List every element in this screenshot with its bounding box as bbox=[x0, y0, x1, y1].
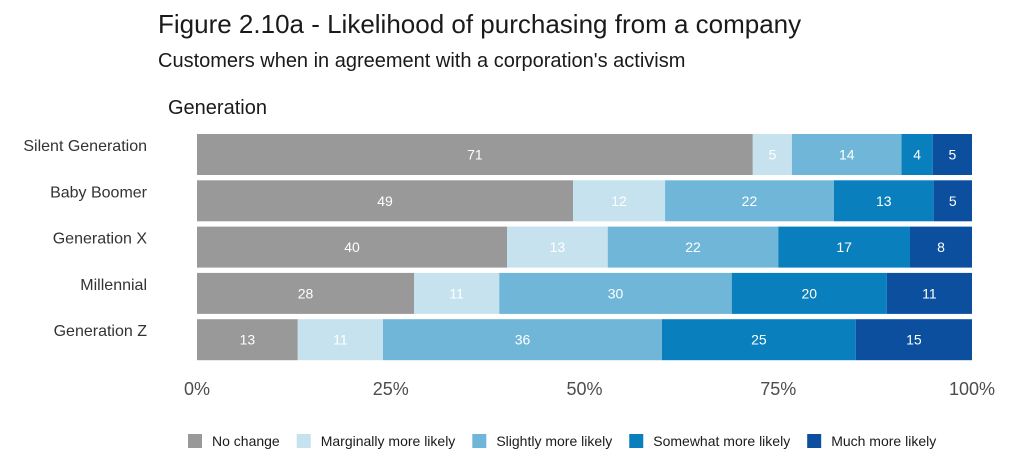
bar-segment-1-3 bbox=[833, 180, 934, 222]
legend-swatch bbox=[629, 434, 644, 448]
bar-value-label: 5 bbox=[768, 147, 776, 163]
bar-segment-1-0 bbox=[197, 180, 573, 222]
bar-value-label: 49 bbox=[377, 193, 393, 209]
bar-value-label: 15 bbox=[906, 332, 922, 348]
bar-value-label: 5 bbox=[949, 147, 957, 163]
bar-value-label: 30 bbox=[608, 285, 624, 301]
legend-label: Slightly more likely bbox=[496, 433, 612, 449]
bar-value-label: 22 bbox=[742, 193, 758, 209]
bar-segment-3-4 bbox=[886, 272, 972, 314]
bar-value-label: 11 bbox=[333, 332, 348, 348]
bar-segment-4-3 bbox=[662, 319, 856, 361]
bar-value-label: 12 bbox=[611, 193, 627, 209]
legend: No change Marginally more likely Slightly … bbox=[188, 433, 936, 449]
category-label: Generation Z bbox=[54, 323, 148, 340]
bar-segment-0-1 bbox=[752, 134, 792, 175]
bar-value-label: 13 bbox=[240, 332, 256, 348]
bar-value-label: 8 bbox=[937, 239, 945, 255]
bar-segment-4-0 bbox=[197, 319, 298, 361]
bar-value-label: 13 bbox=[550, 239, 566, 255]
chart-title: Figure 2.10a - Likelihood of purchasing … bbox=[158, 9, 801, 39]
bar-value-label: 13 bbox=[876, 193, 892, 209]
category-label: Baby Boomer bbox=[50, 184, 148, 201]
legend-label: No change bbox=[212, 433, 280, 449]
bar-segment-2-4 bbox=[910, 226, 972, 268]
facet-label: Generation bbox=[168, 97, 267, 119]
x-tick-label: 50% bbox=[566, 379, 602, 399]
category-label: Generation X bbox=[53, 231, 148, 248]
legend-swatch bbox=[807, 434, 822, 448]
bar-value-label: 5 bbox=[949, 193, 957, 209]
bar-segment-0-4 bbox=[932, 134, 972, 175]
category-label: Silent Generation bbox=[23, 138, 147, 155]
x-tick-label: 100% bbox=[949, 379, 995, 399]
bar-segment-0-2 bbox=[791, 134, 902, 175]
bar-value-label: 17 bbox=[836, 239, 852, 255]
legend-label: Marginally more likely bbox=[321, 433, 456, 449]
legend-label: Much more likely bbox=[831, 433, 936, 449]
bars-group: 71 5 14 4 5 49 12 22 13 5 40 13 22 17 8 28 11 30 20 11 13 11 3… bbox=[197, 134, 972, 361]
bar-segment-0-3 bbox=[901, 134, 933, 175]
category-labels: Silent Generation Baby Boomer Generation X… bbox=[23, 138, 147, 340]
chart-subtitle: Customers when in agreement with a corpo… bbox=[158, 50, 685, 72]
legend-swatch bbox=[296, 434, 311, 448]
bar-value-label: 28 bbox=[298, 285, 314, 301]
bar-segment-3-1 bbox=[414, 272, 500, 314]
bar-segment-4-1 bbox=[297, 319, 383, 361]
bar-segment-1-4 bbox=[933, 180, 972, 222]
bar-value-label: 20 bbox=[801, 285, 817, 301]
x-tick-label: 75% bbox=[760, 379, 796, 399]
x-axis-ticks: 0% 25% 50% 75% 100% bbox=[184, 379, 995, 399]
bar-segment-4-4 bbox=[855, 319, 972, 361]
bar-value-label: 36 bbox=[515, 332, 531, 348]
bar-segment-2-2 bbox=[607, 226, 779, 268]
legend-label: Somewhat more likely bbox=[653, 433, 790, 449]
bar-segment-0-0 bbox=[197, 134, 753, 175]
x-tick-label: 0% bbox=[184, 379, 210, 399]
legend-swatch bbox=[188, 434, 202, 448]
bar-segment-3-0 bbox=[197, 272, 414, 314]
x-tick-label: 25% bbox=[373, 379, 409, 399]
legend-swatch bbox=[472, 434, 487, 448]
bar-value-label: 14 bbox=[839, 147, 855, 163]
bar-value-label: 11 bbox=[922, 285, 937, 301]
bar-segment-2-1 bbox=[507, 226, 608, 268]
bar-segment-3-2 bbox=[499, 272, 732, 314]
bar-segment-2-0 bbox=[197, 226, 507, 268]
category-label: Millennial bbox=[80, 277, 147, 294]
bar-segment-1-1 bbox=[572, 180, 666, 222]
bar-value-label: 71 bbox=[467, 147, 483, 163]
bar-value-label: 11 bbox=[449, 285, 464, 301]
bar-value-label: 22 bbox=[685, 239, 701, 255]
bar-segment-1-2 bbox=[665, 180, 834, 222]
bar-segment-2-3 bbox=[778, 226, 910, 268]
bar-value-label: 25 bbox=[751, 332, 767, 348]
bar-segment-4-2 bbox=[383, 319, 662, 361]
bar-value-label: 4 bbox=[913, 147, 921, 163]
bar-segment-3-3 bbox=[731, 272, 887, 314]
bar-value-label: 40 bbox=[344, 239, 360, 255]
